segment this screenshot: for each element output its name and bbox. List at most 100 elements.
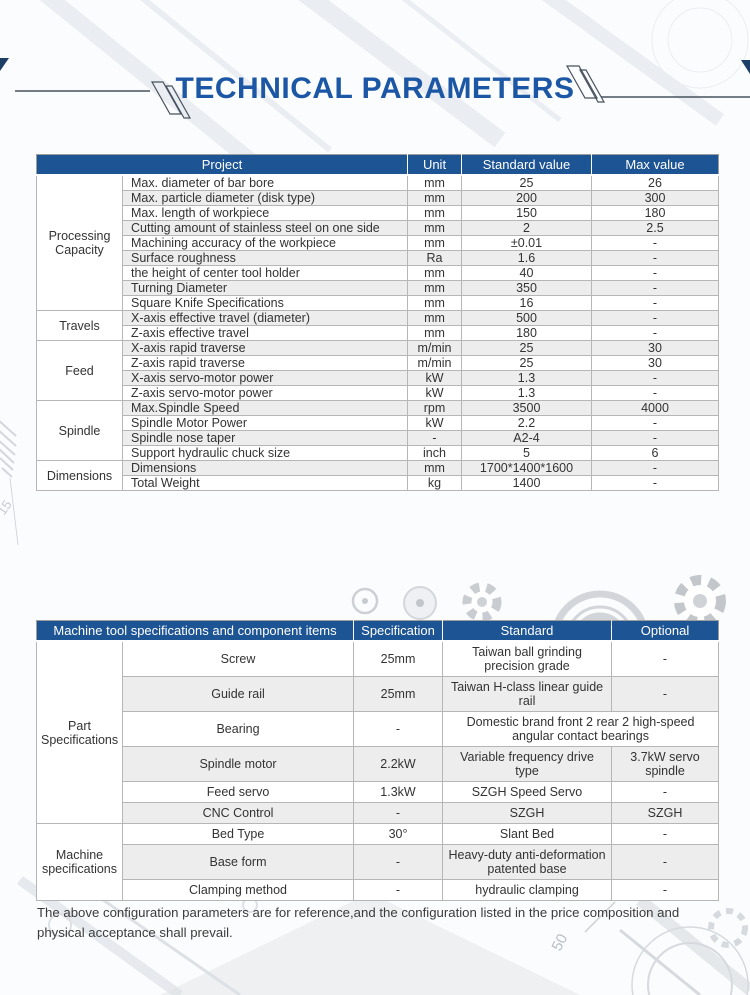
item-cell: Feed servo [121,781,355,803]
table-row: Max. particle diameter (disk type) mm 200 3… [37,190,719,206]
value-cell: 30° [353,823,444,845]
column-header-standard-value: Standard value [461,154,592,176]
table-row: Base form - Heavy-duty anti-deformation pa… [37,844,720,880]
value-cell: kW [407,370,462,386]
item-cell: X-axis rapid traverse [122,340,408,356]
table-row: Spindle Max.Spindle Speed rpm 3500 4000 [36,400,719,461]
value-cell: - [611,844,720,880]
table-row: Square Knife Specifications mm 16- [37,295,719,311]
value-cell: 25mm [353,640,444,677]
value-cell: - [591,235,719,251]
value-cell: 26 [591,174,719,191]
column-header-machine-items: Machine tool specifications and componen… [36,620,355,642]
value-cell: - [591,325,719,341]
value-cell: 2.5 [591,220,719,236]
table-header-row: Machine tool specifications and componen… [36,620,719,642]
column-header-standard: Standard [442,620,613,642]
value-cell: 25 [461,355,592,371]
item-cell: Support hydraulic chuck size [122,445,408,461]
value-cell: 300 [591,190,719,206]
title-decoration [0,58,750,119]
table-row: Part Specifications Screw 25mm Taiwan ball … [36,640,720,824]
value-cell: m/min [407,340,462,356]
gear-icon [674,575,726,627]
value-cell: - [353,802,444,824]
table-row: Support hydraulic chuck size inch 5 6 [37,445,719,461]
value-cell: Heavy-duty anti-deformation patented bas… [442,844,613,880]
item-cell: Z-axis servo-motor power [122,385,408,401]
value-cell: 3.7kW servo spindle [611,746,720,782]
value-cell: 1.3kW [353,781,444,803]
table-row: the height of center tool holder mm 40- [37,265,719,281]
value-cell: 2.2kW [353,746,444,782]
value-cell: 1700*1400*1600 [461,460,592,476]
value-cell: kW [407,385,462,401]
item-cell: Guide rail [121,676,355,712]
value-cell: mm [407,205,462,221]
table-row: Dimensions Dimensions mm 1700*1400*1600- [36,460,719,491]
value-cell: mm [407,460,462,476]
value-cell: 25mm [353,676,444,712]
value-cell: 1.3 [461,370,592,386]
table-row: Spindle Motor Power kW 2.2- [37,415,719,431]
table-row: Feed X-axis rapid traverse m/min 25 30 [36,340,719,401]
machine-specifications-table: Machine tool specifications and componen… [36,620,720,901]
value-cell: Taiwan H-class linear guide rail [442,676,613,712]
value-cell: - [591,370,719,386]
value-cell: 30 [591,355,719,371]
value-cell: inch [407,445,462,461]
value-cell: 500 [461,310,592,326]
value-cell: 25 [461,174,592,191]
value-cell: 4000 [591,400,719,416]
item-cell: Surface roughness [122,250,408,266]
corner-accent-left [0,58,9,71]
value-cell: 40 [461,265,592,281]
column-header-specification: Specification [353,620,444,642]
item-cell: Max. diameter of bar bore [122,174,408,191]
value-cell: - [591,460,719,476]
value-cell: - [611,676,720,712]
value-cell: - [353,879,444,901]
table-row: Spindle motor 2.2kW Variable frequency dri… [37,746,720,782]
value-cell: Domestic brand front 2 rear 2 high-speed… [442,711,720,747]
table-row: CNC Control - SZGH SZGH [37,802,720,824]
value-cell: - [591,430,719,446]
value-cell: hydraulic clamping [442,879,613,901]
value-cell: rpm [407,400,462,416]
corner-accent-right [741,60,750,74]
slash-decoration-right [565,65,606,103]
value-cell: 1.3 [461,385,592,401]
value-cell: - [591,250,719,266]
value-cell: mm [407,280,462,296]
item-cell: Screw [121,640,355,677]
value-cell: kg [407,475,462,491]
value-cell: A2-4 [461,430,592,446]
column-header-optional: Optional [611,620,719,642]
technical-parameters-table: Project Unit Standard value Max value Pr… [36,154,719,491]
value-cell: - [591,415,719,431]
table-row: Clamping method - hydraulic clamping - [37,879,720,901]
item-cell: Machining accuracy of the workpiece [122,235,408,251]
value-cell: 30 [591,340,719,356]
column-header-project: Project [36,154,408,176]
item-cell: Z-axis rapid traverse [122,355,408,371]
value-cell: kW [407,415,462,431]
gear-icon [351,587,379,615]
section-label: Feed [36,340,123,401]
table-row: Z-axis servo-motor power kW 1.3- [37,385,719,401]
value-cell: - [611,781,720,803]
item-cell: Max.Spindle Speed [122,400,408,416]
value-cell: mm [407,295,462,311]
value-cell: 25 [461,340,592,356]
section-label: Machine specifications [36,823,123,901]
value-cell: SZGH [611,802,720,824]
value-cell: - [407,430,462,446]
value-cell: - [591,265,719,281]
value-cell: 350 [461,280,592,296]
value-cell: SZGH [442,802,613,824]
value-cell: 2 [461,220,592,236]
item-cell: Bed Type [121,823,355,845]
footnote-text: The above configuration parameters are f… [37,905,680,941]
value-cell: - [611,879,720,901]
